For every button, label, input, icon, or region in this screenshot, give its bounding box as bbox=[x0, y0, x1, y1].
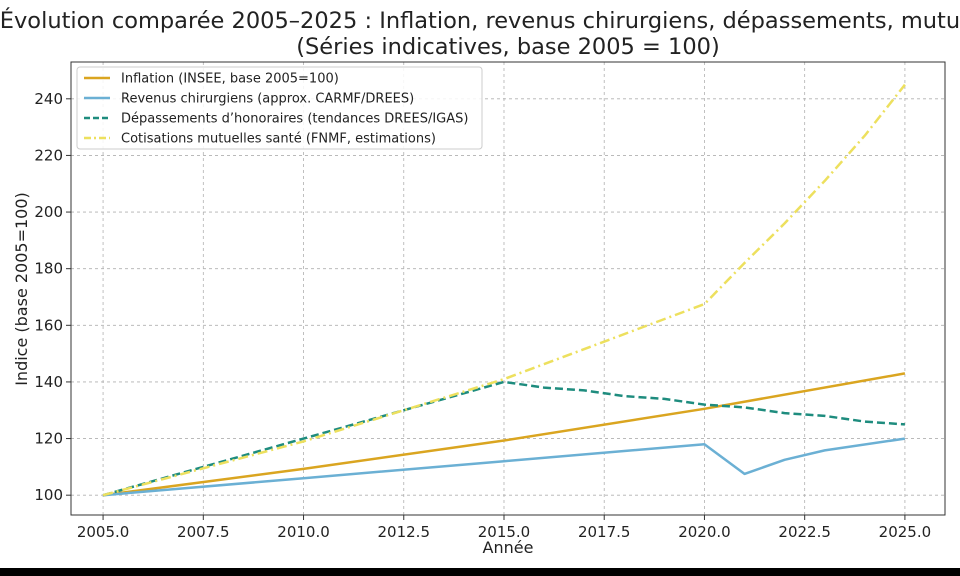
legend-label-revenus-chirurgiens: Revenus chirurgiens (approx. CARMF/DREES… bbox=[121, 92, 414, 107]
y-tick-label: 220 bbox=[34, 146, 63, 164]
legend-label-depassements: Dépassements d’honoraires (tendances DRE… bbox=[121, 112, 468, 127]
x-tick-label: 2010.0 bbox=[277, 523, 330, 541]
x-tick-label: 2007.5 bbox=[177, 523, 230, 541]
x-tick-label: 2022.5 bbox=[778, 523, 831, 541]
x-tick-label: 2025.0 bbox=[879, 523, 932, 541]
y-tick-label: 100 bbox=[34, 486, 63, 504]
series-lines bbox=[102, 83, 906, 497]
series-line-cotisations-mutuelles bbox=[102, 83, 906, 497]
y-tick-label: 200 bbox=[34, 203, 63, 221]
x-axis-label: Année bbox=[483, 538, 534, 557]
grid bbox=[71, 62, 945, 515]
y-tick-label: 160 bbox=[34, 316, 63, 334]
legend-label-inflation: Inflation (INSEE, base 2005=100) bbox=[121, 72, 339, 87]
chart-title: Évolution comparée 2005–2025 : Inflation… bbox=[0, 6, 960, 34]
chart-subtitle: (Séries indicatives, base 2005 = 100) bbox=[296, 34, 720, 60]
y-tick-label: 240 bbox=[34, 90, 63, 108]
y-tick-label: 120 bbox=[34, 430, 63, 448]
y-tick-label: 140 bbox=[34, 373, 63, 391]
legend-label-cotisations-mutuelles: Cotisations mutuelles santé (FNMF, estim… bbox=[121, 132, 436, 147]
y-axis: 100 120 140 160 180 200 220 240 bbox=[34, 90, 71, 504]
y-axis-label: Indice (base 2005=100) bbox=[12, 192, 31, 386]
x-tick-label: 2017.5 bbox=[578, 523, 631, 541]
bottom-bar bbox=[0, 568, 960, 576]
series-line-inflation bbox=[102, 372, 906, 497]
legend-frame bbox=[76, 66, 483, 150]
y-tick-label: 180 bbox=[34, 260, 63, 278]
x-tick-label: 2015.0 bbox=[478, 523, 531, 541]
legend: Inflation (INSEE, base 2005=100) Revenus … bbox=[76, 66, 483, 150]
plot-frame bbox=[70, 61, 946, 516]
x-axis: 2005.0 2007.5 2010.0 2012.5 2015.0 2017.5 2020… bbox=[77, 515, 931, 541]
series-line-depassements bbox=[102, 380, 905, 497]
series-line-revenus-chirurgiens bbox=[102, 437, 906, 497]
x-tick-label: 2005.0 bbox=[77, 523, 130, 541]
x-tick-label: 2012.5 bbox=[378, 523, 431, 541]
x-tick-label: 2020.0 bbox=[678, 523, 731, 541]
